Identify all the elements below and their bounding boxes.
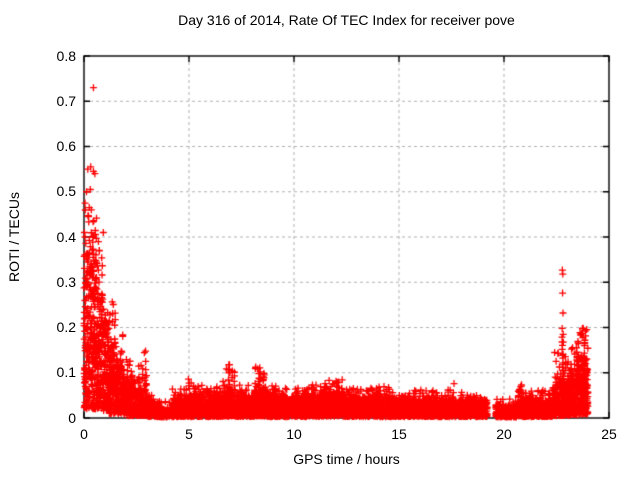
x-tick-label: 5 (185, 426, 193, 442)
x-tick-label: 15 (391, 426, 407, 442)
y-tick-label: 0.8 (56, 47, 76, 64)
x-tick-label: 0 (80, 426, 88, 442)
y-tick-label: 0.5 (56, 183, 76, 200)
y-axis-label: ROTI / TECUs (6, 192, 22, 282)
y-tick-label: 0.6 (56, 138, 76, 154)
x-tick-label: 25 (601, 426, 617, 442)
x-tick-label: 20 (496, 426, 512, 442)
y-tick-label: 0 (68, 409, 76, 426)
y-tick-label: 0.2 (56, 319, 76, 335)
x-axis-label: GPS time / hours (293, 451, 400, 467)
y-tick-label: 0.7 (56, 92, 76, 109)
y-tick-label: 0.4 (56, 228, 76, 245)
y-tick-label: 0.1 (56, 364, 76, 381)
x-tick-label: 10 (286, 426, 302, 442)
chart-title: Day 316 of 2014, Rate Of TEC Index for r… (178, 12, 515, 28)
y-tick-label: 0.3 (56, 273, 76, 290)
